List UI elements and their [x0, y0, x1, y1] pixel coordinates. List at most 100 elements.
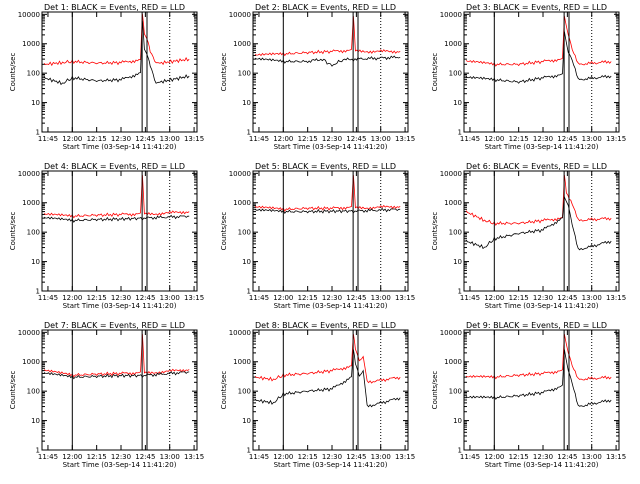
- y-axis-label: Counts/sec: [220, 371, 228, 410]
- y-tick-label: 1000: [233, 199, 251, 207]
- plot-frame: [41, 170, 198, 292]
- series-line: [465, 175, 612, 226]
- y-axis-label: Counts/sec: [9, 53, 17, 92]
- detector-panel: Det 2: BLACK = Events, RED = LLD 1 10 100 10…: [220, 3, 415, 151]
- x-tick-label: 13:15: [606, 453, 626, 461]
- x-tick-label: 12:30: [111, 135, 131, 143]
- series-line: [254, 207, 401, 215]
- y-tick-label: 10: [31, 417, 40, 425]
- y-tick-label: 100: [238, 229, 251, 237]
- x-tick-label: 12:45: [135, 135, 155, 143]
- y-tick-label: 1: [458, 447, 462, 455]
- detector-panel: Det 4: BLACK = Events, RED = LLD 1 10 100 10…: [9, 162, 204, 310]
- x-tick-label: 12:30: [533, 294, 553, 302]
- plot-frame: [252, 11, 409, 133]
- x-axis-label: Start Time (03-Sep-14 11:41:20): [63, 302, 177, 310]
- y-axis-label: Counts/sec: [9, 212, 17, 251]
- y-tick-label: 1: [247, 129, 251, 137]
- y-tick-label: 10: [242, 258, 251, 266]
- x-tick-label: 12:00: [273, 135, 293, 143]
- panel-title: Det 3: BLACK = Events, RED = LLD: [466, 3, 607, 12]
- y-tick-label: 1: [247, 288, 251, 296]
- detector-panel: Det 1: BLACK = Events, RED = LLD 1 10 100 10…: [9, 3, 204, 151]
- y-tick-label: 10000: [440, 11, 462, 19]
- panel-title: Det 1: BLACK = Events, RED = LLD: [44, 3, 185, 12]
- y-tick-label: 10000: [440, 170, 462, 178]
- series-line: [254, 334, 401, 384]
- x-tick-label: 12:00: [62, 135, 82, 143]
- series-line: [254, 16, 401, 57]
- x-tick-label: 12:15: [298, 135, 318, 143]
- y-tick-label: 10: [453, 258, 462, 266]
- x-axis-label: Start Time (03-Sep-14 11:41:20): [274, 461, 388, 469]
- panel-title: Det 7: BLACK = Events, RED = LLD: [44, 321, 185, 330]
- x-tick-label: 13:15: [184, 135, 204, 143]
- y-tick-label: 10: [31, 99, 40, 107]
- x-axis-label: Start Time (03-Sep-14 11:41:20): [63, 143, 177, 151]
- y-tick-label: 10000: [229, 11, 251, 19]
- y-tick-label: 1000: [22, 358, 40, 366]
- plot-frame: [41, 11, 198, 133]
- x-tick-label: 12:30: [322, 135, 342, 143]
- y-tick-label: 1000: [444, 40, 462, 48]
- x-tick-label: 12:30: [322, 294, 342, 302]
- x-tick-label: 12:30: [111, 294, 131, 302]
- x-tick-label: 13:15: [184, 294, 204, 302]
- y-tick-label: 1: [247, 447, 251, 455]
- x-tick-label: 12:30: [111, 453, 131, 461]
- x-tick-label: 12:00: [484, 453, 504, 461]
- y-tick-label: 10000: [18, 329, 40, 337]
- x-tick-label: 11:45: [38, 135, 58, 143]
- series-line: [43, 334, 190, 378]
- y-tick-label: 1000: [22, 199, 40, 207]
- series-line: [465, 16, 612, 67]
- x-tick-label: 11:45: [460, 294, 480, 302]
- y-tick-label: 10000: [229, 170, 251, 178]
- plot-frame: [463, 329, 620, 451]
- series-line: [465, 334, 612, 381]
- x-tick-label: 11:45: [38, 294, 58, 302]
- x-tick-label: 13:00: [160, 135, 180, 143]
- x-tick-label: 12:00: [273, 453, 293, 461]
- x-tick-label: 12:00: [273, 294, 293, 302]
- panel-title: Det 5: BLACK = Events, RED = LLD: [255, 162, 396, 171]
- detector-panel: Det 7: BLACK = Events, RED = LLD 1 10 100 10…: [9, 321, 204, 469]
- y-tick-label: 10000: [440, 329, 462, 337]
- series-line: [43, 371, 190, 380]
- x-tick-label: 13:00: [582, 135, 602, 143]
- x-tick-label: 12:45: [346, 294, 366, 302]
- x-tick-label: 12:45: [557, 453, 577, 461]
- series-line: [465, 349, 612, 407]
- x-tick-label: 12:15: [509, 135, 529, 143]
- y-tick-label: 1000: [22, 40, 40, 48]
- y-tick-label: 1: [458, 129, 462, 137]
- x-tick-label: 11:45: [249, 294, 269, 302]
- x-tick-label: 11:45: [460, 453, 480, 461]
- series-line: [43, 214, 190, 223]
- y-tick-label: 100: [449, 229, 462, 237]
- panel-title: Det 2: BLACK = Events, RED = LLD: [255, 3, 396, 12]
- x-tick-label: 13:15: [606, 135, 626, 143]
- x-tick-label: 12:15: [87, 135, 107, 143]
- x-axis-label: Start Time (03-Sep-14 11:41:20): [485, 302, 599, 310]
- x-tick-label: 12:00: [484, 135, 504, 143]
- panel-title: Det 6: BLACK = Events, RED = LLD: [466, 162, 607, 171]
- detector-panel: Det 3: BLACK = Events, RED = LLD 1 10 100 10…: [431, 3, 626, 151]
- x-tick-label: 13:00: [371, 453, 391, 461]
- series-line: [254, 55, 401, 67]
- x-axis-label: Start Time (03-Sep-14 11:41:20): [274, 143, 388, 151]
- x-axis-label: Start Time (03-Sep-14 11:41:20): [274, 302, 388, 310]
- panel-title: Det 8: BLACK = Events, RED = LLD: [255, 321, 396, 330]
- y-axis-label: Counts/sec: [431, 53, 439, 92]
- x-axis-label: Start Time (03-Sep-14 11:41:20): [485, 461, 599, 469]
- x-tick-label: 12:45: [135, 453, 155, 461]
- x-tick-label: 12:30: [322, 453, 342, 461]
- y-tick-label: 10: [453, 417, 462, 425]
- x-tick-label: 13:15: [395, 135, 415, 143]
- y-axis-label: Counts/sec: [431, 212, 439, 251]
- series-line: [254, 349, 401, 408]
- y-tick-label: 1000: [444, 199, 462, 207]
- y-tick-label: 100: [27, 70, 40, 78]
- y-tick-label: 1000: [233, 40, 251, 48]
- x-tick-label: 12:45: [557, 294, 577, 302]
